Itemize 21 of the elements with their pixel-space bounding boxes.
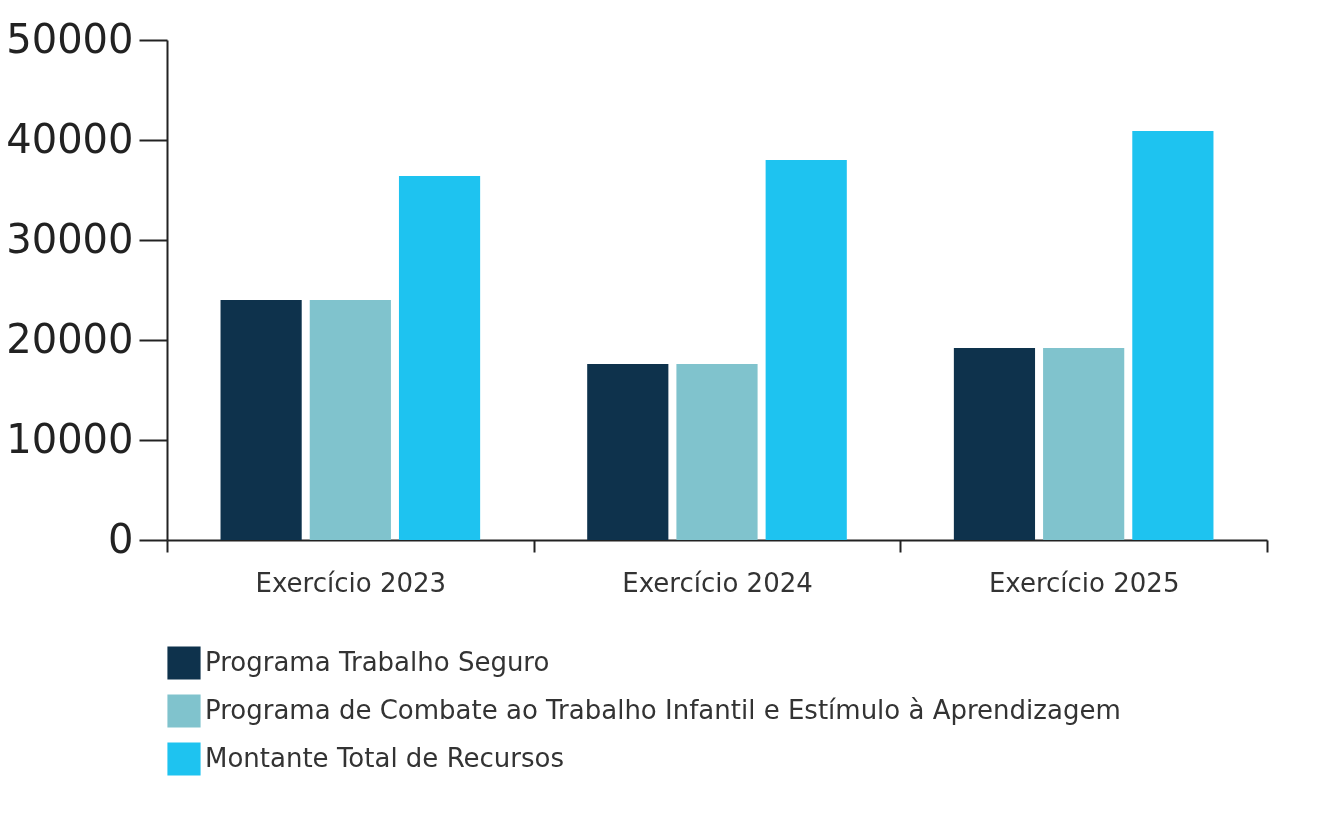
bar: [1043, 348, 1125, 540]
legend-label: Montante Total de Recursos: [205, 743, 564, 773]
x-tick-label: Exercício 2024: [622, 567, 813, 598]
bar: [765, 160, 847, 540]
y-tick-label: 10000: [6, 415, 134, 462]
legend-label: Programa Trabalho Seguro: [205, 647, 550, 677]
x-tick-label: Exercício 2025: [988, 567, 1180, 598]
bar: [220, 300, 302, 540]
bar: [676, 364, 758, 540]
bar: [1132, 131, 1214, 540]
bar: [309, 300, 391, 540]
y-tick-label: 30000: [6, 215, 134, 262]
legend-label: Programa de Combate ao Trabalho Infantil e Estímulo à Aprendizagem: [205, 695, 1121, 725]
y-tick-label: 0: [108, 515, 134, 562]
bar: [398, 176, 481, 540]
y-tick-label: 50000: [6, 15, 134, 62]
bar: [953, 348, 1036, 540]
bar: [587, 364, 669, 540]
y-tick-label: 40000: [6, 115, 134, 162]
x-tick-label: Exercício 2023: [255, 567, 447, 598]
y-tick-label: 20000: [6, 315, 134, 362]
